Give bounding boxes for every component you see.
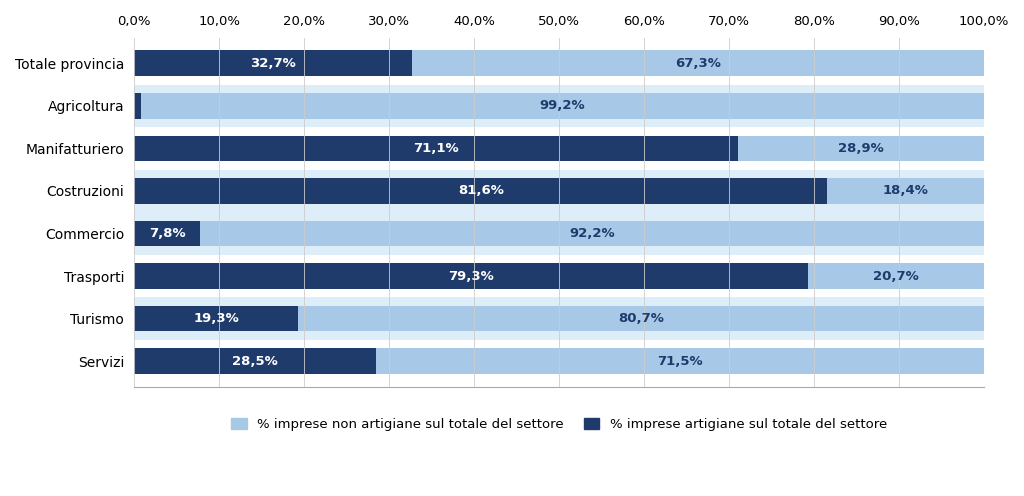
Text: 79,3%: 79,3%	[449, 270, 494, 283]
Bar	[738, 135, 984, 161]
Bar	[134, 306, 298, 331]
Text: 28,5%: 28,5%	[232, 355, 279, 368]
Bar	[201, 221, 984, 247]
Bar	[134, 212, 984, 255]
Text: 20,7%: 20,7%	[873, 270, 919, 283]
Text: 80,7%: 80,7%	[618, 312, 664, 325]
Text: 28,9%: 28,9%	[839, 142, 884, 155]
Bar	[134, 263, 808, 289]
Bar	[134, 170, 984, 212]
Legend: % imprese non artigiane sul totale del settore, % imprese artigiane sul totale d: % imprese non artigiane sul totale del s…	[225, 413, 893, 436]
Bar	[808, 263, 984, 289]
Bar	[827, 178, 984, 204]
Text: 67,3%: 67,3%	[675, 57, 721, 70]
Text: 81,6%: 81,6%	[458, 185, 504, 197]
Bar	[134, 135, 738, 161]
Bar	[134, 349, 376, 374]
Bar	[134, 340, 984, 382]
Bar	[134, 298, 984, 340]
Text: 7,8%: 7,8%	[148, 227, 185, 240]
Bar	[134, 178, 827, 204]
Text: 32,7%: 32,7%	[250, 57, 296, 70]
Bar	[134, 255, 984, 298]
Bar	[376, 349, 984, 374]
Text: 92,2%: 92,2%	[569, 227, 614, 240]
Text: 19,3%: 19,3%	[194, 312, 239, 325]
Text: 71,5%: 71,5%	[657, 355, 702, 368]
Bar	[134, 51, 412, 76]
Bar	[141, 93, 984, 119]
Text: 99,2%: 99,2%	[540, 99, 585, 112]
Bar	[134, 93, 141, 119]
Bar	[134, 221, 201, 247]
Bar	[134, 42, 984, 84]
Bar	[134, 84, 984, 127]
Text: 18,4%: 18,4%	[883, 185, 929, 197]
Bar	[412, 51, 984, 76]
Bar	[134, 127, 984, 170]
Text: 71,1%: 71,1%	[414, 142, 459, 155]
Bar	[298, 306, 984, 331]
